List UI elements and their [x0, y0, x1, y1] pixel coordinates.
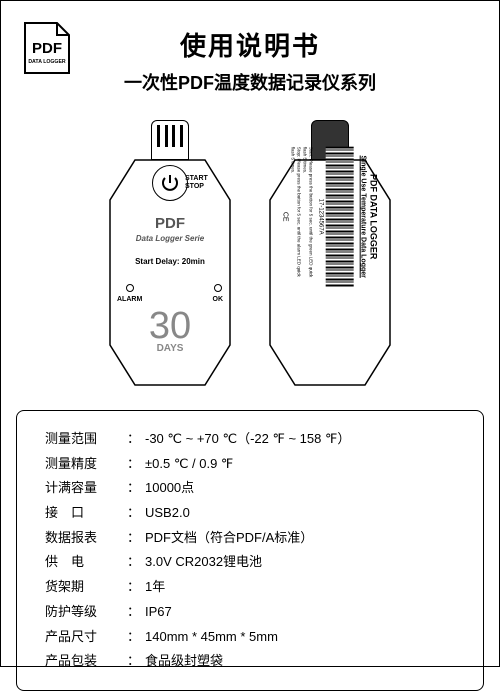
spec-label: 产品包装: [45, 649, 127, 674]
spec-value: PDF文档（符合PDF/A标准）: [145, 526, 455, 551]
spec-label: 供 电: [45, 550, 127, 575]
spec-label: 测量范围: [45, 427, 127, 452]
logo-text: PDF: [32, 40, 62, 57]
spec-value: 食品级封塑袋: [145, 649, 455, 674]
ce-mark: CE: [281, 117, 288, 317]
back-instructions: Start: Please press the button for 5 sec…: [290, 117, 313, 317]
title-main: 使用说明书: [16, 26, 484, 63]
spec-table: 测量范围：-30 ℃ ~ +70 ℃（-22 ℉ ~ 158 ℉） 测量精度：±…: [16, 410, 484, 691]
usb-connector-front: [151, 120, 189, 160]
spec-value: 1年: [145, 575, 455, 600]
front-days-label: DAYS: [105, 343, 235, 354]
spec-value: 10000点: [145, 476, 455, 501]
spec-label: 测量精度: [45, 452, 127, 477]
spec-row: 测量范围：-30 ℃ ~ +70 ℃（-22 ℉ ~ 158 ℉）: [45, 427, 455, 452]
title-block: 使用说明书 一次性PDF温度数据记录仪系列: [16, 26, 484, 95]
pdf-logo: PDF DATA LOGGER: [21, 21, 73, 81]
ok-indicator: OK: [213, 284, 224, 303]
spec-row: 防护等级：IP67: [45, 600, 455, 625]
logo-subtext: DATA LOGGER: [28, 59, 66, 65]
front-days-number: 30: [105, 307, 235, 345]
spec-value: IP67: [145, 600, 455, 625]
device-back: PDF DATA LOGGER Single Use Temperature D…: [265, 120, 395, 390]
front-pdf-label: PDF: [105, 215, 235, 232]
front-delay-label: Start Delay: 20min: [105, 257, 235, 266]
spec-row: 接 口：USB2.0: [45, 501, 455, 526]
back-sub: Single Use Temperature Data Logger: [360, 117, 367, 317]
spec-row: 计满容量：10000点: [45, 476, 455, 501]
spec-row: 产品包装：食品级封塑袋: [45, 649, 455, 674]
spec-value: -30 ℃ ~ +70 ℃（-22 ℉ ~ 158 ℉）: [145, 427, 455, 452]
spec-row: 测量精度：±0.5 ℃ / 0.9 ℉: [45, 452, 455, 477]
spec-label: 防护等级: [45, 600, 127, 625]
barcode-number: 17-1234567A: [318, 117, 324, 317]
spec-label: 数据报表: [45, 526, 127, 551]
barcode: [326, 147, 354, 287]
spec-value: 3.0V CR2032锂电池: [145, 550, 455, 575]
device-front: START STOP PDF Data Logger Serie Start D…: [105, 120, 235, 390]
spec-row: 供 电：3.0V CR2032锂电池: [45, 550, 455, 575]
power-button-icon: [152, 165, 188, 201]
spec-value: USB2.0: [145, 501, 455, 526]
spec-value: 140mm * 45mm * 5mm: [145, 625, 455, 650]
spec-row: 数据报表：PDF文档（符合PDF/A标准）: [45, 526, 455, 551]
back-title: PDF DATA LOGGER: [369, 117, 379, 317]
title-sub: 一次性PDF温度数据记录仪系列: [16, 69, 484, 95]
spec-label: 计满容量: [45, 476, 127, 501]
spec-label: 货架期: [45, 575, 127, 600]
front-serie-label: Data Logger Serie: [105, 234, 235, 243]
start-stop-label: START STOP: [185, 175, 208, 190]
spec-label: 接 口: [45, 501, 127, 526]
spec-row: 产品尺寸：140mm * 45mm * 5mm: [45, 625, 455, 650]
alarm-indicator: ALARM: [117, 284, 142, 303]
device-illustrations: START STOP PDF Data Logger Serie Start D…: [16, 120, 484, 390]
spec-row: 货架期：1年: [45, 575, 455, 600]
spec-value: ±0.5 ℃ / 0.9 ℉: [145, 452, 455, 477]
spec-label: 产品尺寸: [45, 625, 127, 650]
